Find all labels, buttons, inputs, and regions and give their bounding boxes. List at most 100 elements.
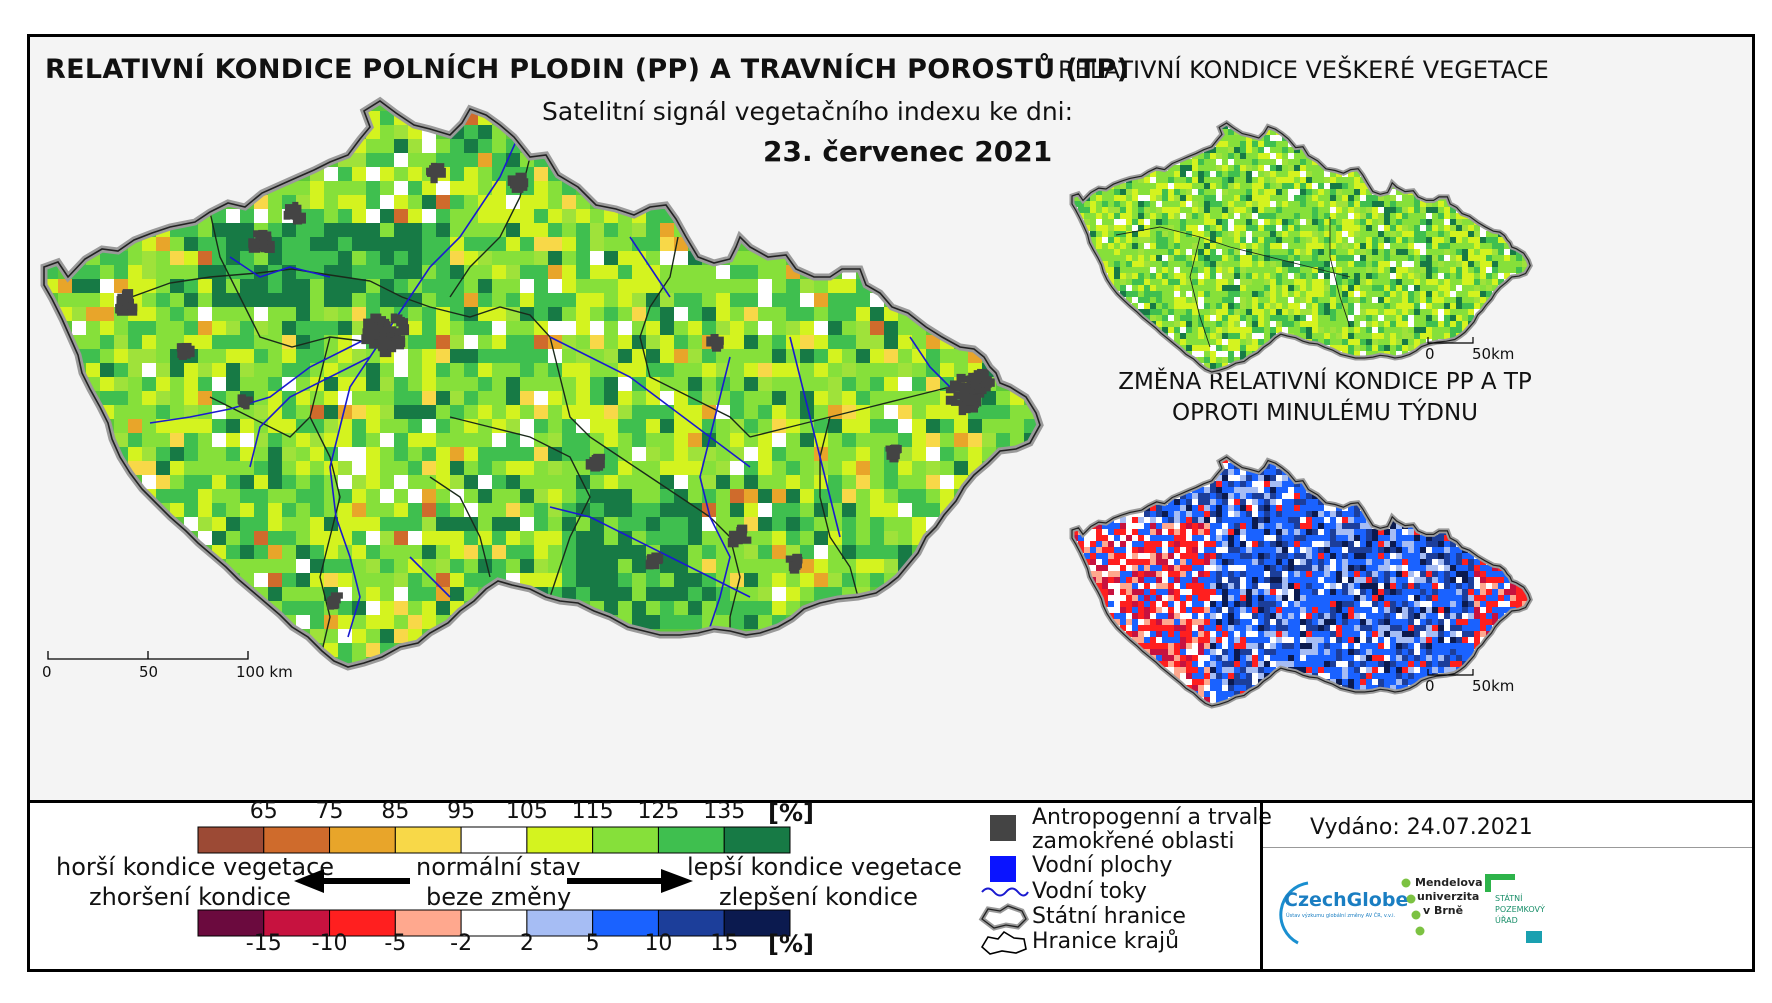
inset-bottom-title: ZMĚNA RELATIVNÍ KONDICE PP A TP OPROTI M… <box>1060 367 1590 429</box>
anthropogenic-swatch <box>990 815 1016 841</box>
legend-tick-label: 2 <box>519 931 534 956</box>
legend-tick-label: -5 <box>384 931 407 956</box>
inset-top-scale-end: 50km <box>1472 345 1515 363</box>
water-course-label: Vodní toky <box>1032 879 1147 904</box>
legend-swatch <box>526 826 594 854</box>
inset-top-scale-zero: 0 <box>1425 345 1435 363</box>
arrow-left-icon <box>294 869 410 893</box>
main-scale-end: 100 km <box>236 663 293 681</box>
mendelu-logo-dots <box>1401 878 1425 936</box>
subtitle: Satelitní signál vegetačního indexu ke d… <box>542 97 1074 126</box>
water-body-label: Vodní plochy <box>1032 853 1173 878</box>
inset-bottom-state-border <box>1071 456 1531 707</box>
main-scale-bar <box>47 651 249 660</box>
mendelu-logo-line2: univerzita <box>1417 890 1480 903</box>
legend-swatch <box>329 826 396 854</box>
spu-logo: STÁTNÍ POZEMKOVÝ ÚŘAD <box>1495 893 1545 926</box>
legend-tick-label: 15 <box>710 931 739 956</box>
main-scale-zero: 0 <box>42 663 52 681</box>
legend-swatch <box>723 909 791 937</box>
legend-tick-label: 10 <box>644 931 673 956</box>
legend-tick-label: 125 <box>637 799 680 824</box>
legend-swatch <box>460 826 528 854</box>
region-borders <box>125 156 951 652</box>
spu-logo-line1: STÁTNÍ <box>1495 894 1523 903</box>
change-raster <box>1072 457 1528 703</box>
inset-bottom-title-line2: OPROTI MINULÉMU TÝDNU <box>1171 400 1479 426</box>
legend-swatch <box>197 909 265 937</box>
mendelu-logo-line3: v Brně <box>1423 904 1464 917</box>
legend-swatch <box>460 909 528 937</box>
arrow-right-icon <box>567 869 693 893</box>
condition-unit: [%] <box>768 799 814 827</box>
legend-swatch <box>657 826 725 854</box>
inset-bottom-scale-zero: 0 <box>1425 677 1435 695</box>
inset-bottom-scale-bar <box>1427 669 1474 676</box>
issued-date: Vydáno: 24.07.2021 <box>1310 815 1533 840</box>
mendelu-logo: Mendelova univerzita v Brně <box>1415 876 1483 918</box>
legend-tick-label: 75 <box>315 799 344 824</box>
legend-tick-label: 5 <box>585 931 600 956</box>
legend-tick-label: 95 <box>447 799 476 824</box>
legend-tick-label: 115 <box>571 799 614 824</box>
legend-swatch <box>394 826 462 854</box>
map-panel: RELATIVNÍ KONDICE POLNÍCH PLODIN (PP) A … <box>30 37 1752 800</box>
issued-rule <box>1263 847 1752 848</box>
state-border <box>43 100 1041 668</box>
inset-top-region-borders <box>1115 217 1351 348</box>
normal-label-2: beze změny <box>426 883 572 911</box>
change-unit: [%] <box>768 930 814 958</box>
main-scale-mid: 50 <box>139 663 159 681</box>
spu-logo-mark <box>1485 874 1515 892</box>
legend-swatch <box>592 909 659 937</box>
main-title: RELATIVNÍ KONDICE POLNÍCH PLODIN (PP) A … <box>45 54 1130 85</box>
legend-swatch <box>723 826 791 854</box>
worse-label-2: zhoršení kondice <box>89 883 291 911</box>
legend-tick-label: -10 <box>311 931 348 956</box>
legend-tick-label: 65 <box>249 799 278 824</box>
inset-bottom-title-line1: ZMĚNA RELATIVNÍ KONDICE PP A TP <box>1118 369 1532 395</box>
legend-panel: 65 75 85 95 105 115 125 135 [%] horší kondice v… <box>30 799 1752 969</box>
anthropogenic-label-2: zamokřené oblasti <box>1032 829 1235 854</box>
inset-bottom-scale-end: 50km <box>1472 677 1515 695</box>
change-color-bar <box>197 909 791 937</box>
better-label-1: lepší kondice vegetace <box>687 853 962 881</box>
state-border-label: Státní hranice <box>1032 904 1186 929</box>
map-frame: RELATIVNÍ KONDICE POLNÍCH PLODIN (PP) A … <box>27 34 1755 972</box>
legend-tick-label: 135 <box>703 799 746 824</box>
normal-label-1: normální stav <box>416 853 581 881</box>
water-body-swatch <box>990 856 1016 882</box>
inset-vegetation-map <box>1069 120 1533 375</box>
legend-swatch <box>197 826 265 854</box>
date-label: 23. červenec 2021 <box>763 135 1053 168</box>
spu-logo-square <box>1526 931 1542 943</box>
inset-top-scale-bar <box>1427 337 1474 344</box>
spu-logo-line2: POZEMKOVÝ <box>1495 905 1545 914</box>
legend-divider <box>30 800 1752 803</box>
czechglobe-logo: CzechGlobe <box>1284 889 1409 911</box>
region-border-label: Hranice krajů <box>1032 929 1180 954</box>
anthropogenic-label-1: Antropogenní a trvale <box>1032 805 1272 830</box>
legend-tick-label: -2 <box>450 931 473 956</box>
condition-color-bar <box>197 826 791 854</box>
state-border-icon <box>978 903 1030 931</box>
anthropogenic-areas <box>115 162 995 610</box>
legend-swatch <box>526 909 594 937</box>
spu-logo-line3: ÚŘAD <box>1495 916 1518 925</box>
inset-top-state-border <box>1071 122 1531 373</box>
legend-swatch <box>263 826 331 854</box>
better-label-2: zlepšení kondice <box>719 883 918 911</box>
legend-tick-label: 85 <box>381 799 410 824</box>
legend-tick-label: 105 <box>505 799 548 824</box>
legend-swatch <box>592 826 659 854</box>
czechglobe-logo-arc <box>1279 881 1309 945</box>
water-course-line-icon <box>981 887 1029 897</box>
mendelu-logo-line1: Mendelova <box>1415 876 1483 889</box>
legend-swatch <box>657 909 725 937</box>
region-border-icon <box>980 930 1027 955</box>
inset-top-title: RELATIVNÍ KONDICE VEŠKERÉ VEGETACE <box>1058 56 1549 84</box>
legend-swatch <box>394 909 462 937</box>
legend-tick-label: -15 <box>245 931 282 956</box>
main-map <box>40 96 1044 671</box>
czechglobe-logo-subtitle: Ústav výzkumu globální změny AV ČR, v.v.… <box>1286 913 1396 919</box>
